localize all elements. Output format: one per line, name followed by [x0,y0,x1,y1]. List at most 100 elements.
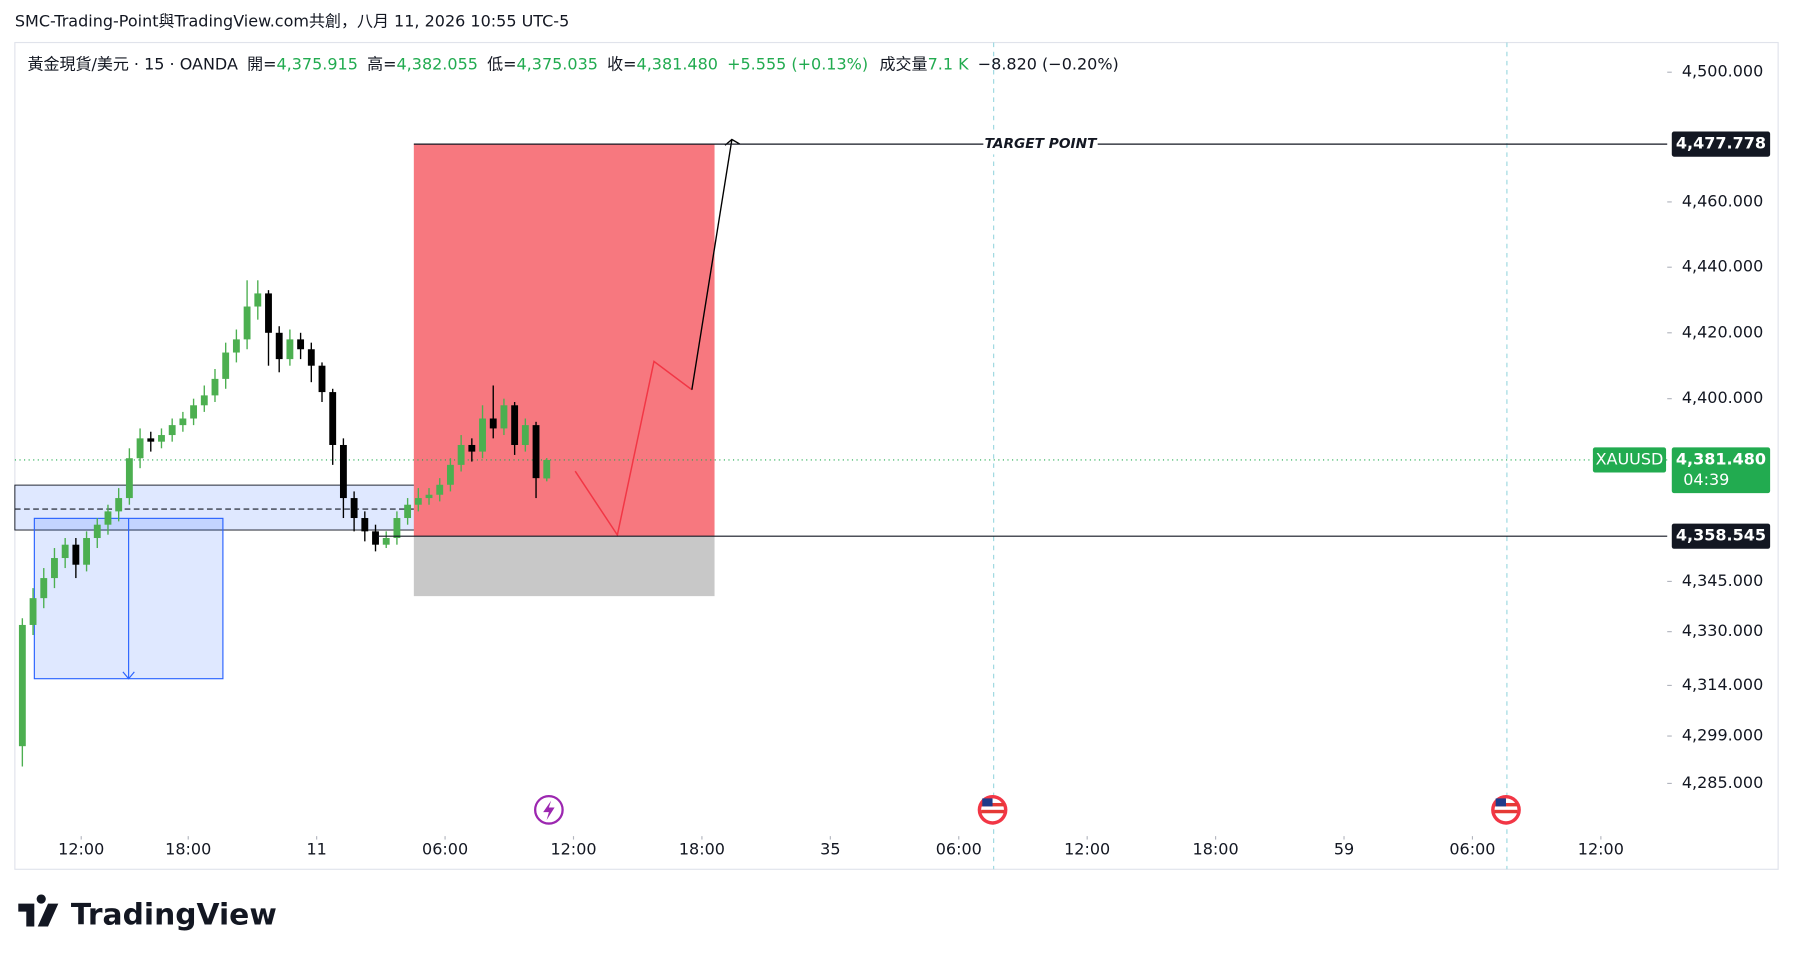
lightning [543,800,555,821]
candle-body [521,425,529,445]
projection-arrow [691,139,733,390]
event-icons [534,794,1521,825]
us-flag-icon[interactable] [1491,794,1521,825]
candle-body [425,494,433,499]
x-tick-label: 12:00 [550,839,596,858]
candle-body [51,558,58,579]
x-tick-label: 18:00 [679,839,725,858]
x-tick-label: 18:00 [165,839,211,858]
zone-arrow-head [122,671,135,680]
candle-body [158,435,165,442]
candle-body [339,444,347,499]
candle-body [200,395,208,406]
candle-body [136,438,144,459]
target-label-bg [983,133,1098,155]
candle-body [479,418,486,452]
footer-logo: TradingView [18,894,277,933]
volume-label: 成交量 [880,54,928,73]
candle-body [179,418,187,426]
candle-body [393,518,401,539]
x-tick-label: 59 [1334,839,1354,858]
candle-body [222,352,230,379]
y-tick-label: 4,440.000 [1682,257,1763,276]
candle-body [232,339,240,353]
open-value: 4,375.915 [276,54,357,73]
symbol-label: XAUUSD [1596,449,1664,468]
candle-body [168,425,176,436]
candle-body [543,459,551,479]
candle-body [275,332,283,360]
candle-body [350,498,358,519]
price-badge-label: 4,477.778 [1676,134,1766,153]
legend-line: 黃金現貨/美元 · 15 · OANDA 開=4,375.915 高=4,382.0… [27,54,1118,73]
candle-body [318,365,326,393]
volume-value: 7.1 K [928,54,970,73]
candle-body [61,544,69,559]
x-tick-label: 18:00 [1193,839,1239,858]
candle-body [382,538,390,545]
candle-body [147,438,155,442]
candle-body [307,349,315,366]
zone [14,484,449,531]
y-tick-label: 4,500.000 [1682,62,1763,81]
high-value: 4,382.055 [397,54,478,73]
candle-body [457,444,465,465]
price-badge [1671,131,1771,157]
us-flag-icon[interactable] [977,794,1008,825]
candle-body [115,498,123,512]
x-tick-label: 12:00 [58,839,104,858]
candle-body [254,293,262,307]
arrow-head [724,138,741,146]
price-badge-label: 4,358.545 [1676,526,1766,545]
y-tick-label: 4,460.000 [1682,191,1763,210]
candle-body [372,531,379,545]
x-tick-label: 06:00 [1449,839,1495,858]
x-tick-label: 06:00 [422,839,468,858]
overlays: 4,500.000 4,460.000 4,440.000 4,420.000 4,40… [58,62,1771,858]
candle-body [243,306,251,340]
price-badge-label: 4,381.480 [1676,449,1766,468]
price-badge [1671,523,1771,549]
y-tick-label: 4,400.000 [1682,388,1763,407]
y-tick-label: 4,420.000 [1682,322,1763,341]
symbol-badge [1592,447,1667,473]
candles [18,280,551,767]
candle-body [83,538,90,565]
volume-change: −8.820 (−0.20%) [978,54,1119,73]
candle-body [190,405,198,419]
x-tick-label: 12:00 [1064,839,1110,858]
candle-body [29,598,37,625]
candle-body [211,378,219,396]
projection-path [574,360,693,537]
close-label: 收= [607,54,636,73]
price-badge [1671,447,1771,494]
y-tick-label: 4,330.000 [1682,621,1763,640]
candle-body [532,425,540,479]
candle-body [125,458,133,499]
drawings [14,42,1668,870]
high-label: 高= [367,54,396,73]
attribution: SMC-Trading-Point與TradingView.com共創，八月 1… [15,11,569,30]
candle-body [500,405,508,429]
candle-body [436,484,444,495]
candle-body [468,444,476,452]
candle-body [18,624,26,747]
x-tick-label: 12:00 [1578,839,1624,858]
y-tick-label: 4,299.000 [1682,726,1763,745]
y-tick-label: 4,345.000 [1682,571,1763,590]
low-label: 低= [487,54,516,73]
target-label: TARGET POINT [985,136,1099,152]
candle-body [414,498,422,505]
candle-body [329,392,337,445]
candle-body [40,578,48,599]
open-label: 開= [247,54,276,73]
candle-body [297,339,305,350]
candle-body [361,518,369,532]
logo-mark [18,894,59,927]
y-tick-label: 4,314.000 [1682,675,1763,694]
candle-body [286,339,294,360]
symbol: 黃金現貨/美元 · 15 · OANDA [27,54,238,73]
candle-body [93,524,101,539]
candle-body [511,405,519,445]
